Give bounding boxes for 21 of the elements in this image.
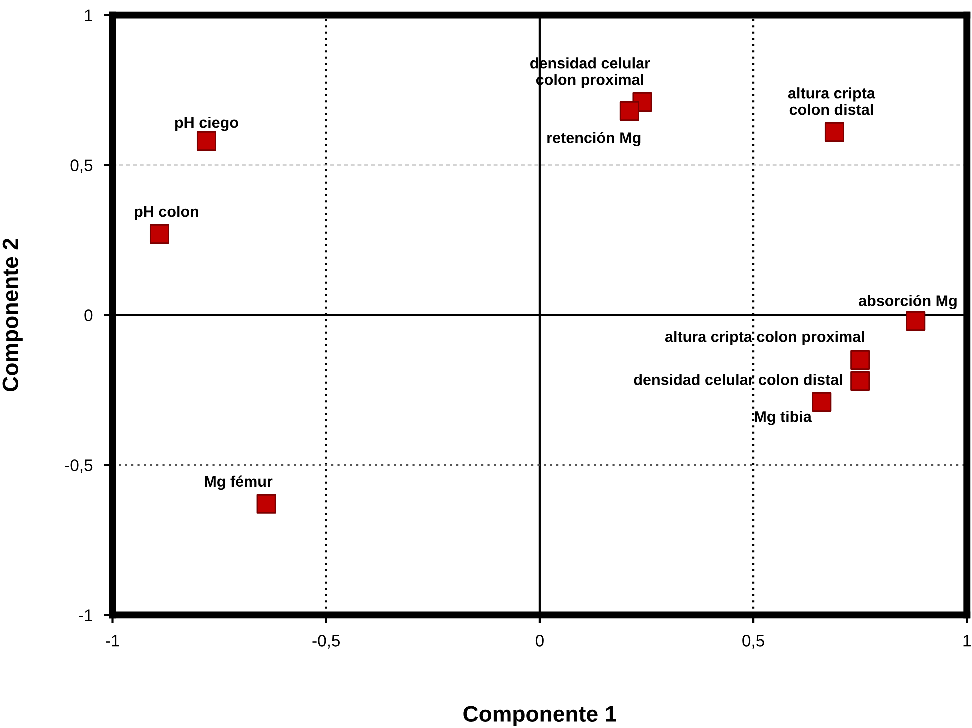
annotation: densidad celular colon distal bbox=[634, 374, 842, 386]
annotation: pH colon bbox=[135, 206, 198, 220]
annotation: retención Mg bbox=[548, 132, 641, 146]
y-tick-label: 0 bbox=[84, 310, 93, 322]
x-tick-label: 0,5 bbox=[742, 635, 764, 649]
x-tick-label: 0 bbox=[536, 635, 544, 647]
x-tick-label: -0,5 bbox=[312, 635, 340, 649]
y-tick-label: -0,5 bbox=[65, 460, 93, 474]
annotation: Mg fémur bbox=[205, 476, 273, 490]
annotation: altura cripta colon distal bbox=[788, 88, 876, 116]
x-tick-label: 1 bbox=[964, 635, 971, 647]
annotation: absorción Mg bbox=[859, 295, 957, 310]
y-axis-title: Componente 2 bbox=[2, 238, 23, 392]
x-tick-label: -1 bbox=[106, 635, 120, 647]
annotation: Mg tibia bbox=[755, 411, 812, 426]
annotation: pH ciego bbox=[175, 116, 238, 132]
y-tick-label: 1 bbox=[85, 10, 92, 22]
y-tick-label: -1 bbox=[79, 610, 92, 622]
x-axis-title: Componente 1 bbox=[464, 706, 616, 726]
y-tick-label: 0,5 bbox=[70, 160, 93, 174]
annotation: altura cripta colon proximal bbox=[665, 331, 864, 346]
